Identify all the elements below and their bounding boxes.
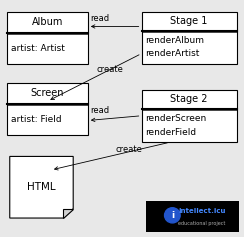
Polygon shape [63, 209, 73, 218]
Text: intellect.icu: intellect.icu [178, 208, 226, 214]
Text: Stage 2: Stage 2 [170, 95, 208, 105]
Text: create: create [115, 145, 142, 154]
Bar [142, 90, 237, 142]
Text: Album: Album [32, 17, 63, 27]
Text: renderAlbum
renderArtist: renderAlbum renderArtist [145, 36, 204, 58]
Bar [7, 12, 88, 64]
Bar [7, 83, 88, 135]
Bar [146, 201, 239, 232]
Text: read: read [90, 14, 109, 23]
Text: educational project: educational project [178, 221, 226, 226]
Text: artist: Artist: artist: Artist [11, 44, 65, 53]
Bar [142, 12, 237, 64]
Text: artist: Field: artist: Field [11, 115, 61, 124]
Text: HTML: HTML [27, 182, 56, 192]
Text: create: create [97, 65, 124, 74]
Text: Screen: Screen [31, 88, 64, 98]
Circle shape [164, 208, 180, 223]
Text: renderScreen
renderField: renderScreen renderField [145, 114, 206, 137]
Polygon shape [10, 156, 73, 218]
Text: i: i [171, 211, 174, 220]
Text: Stage 1: Stage 1 [170, 16, 208, 26]
Text: read: read [90, 105, 109, 114]
